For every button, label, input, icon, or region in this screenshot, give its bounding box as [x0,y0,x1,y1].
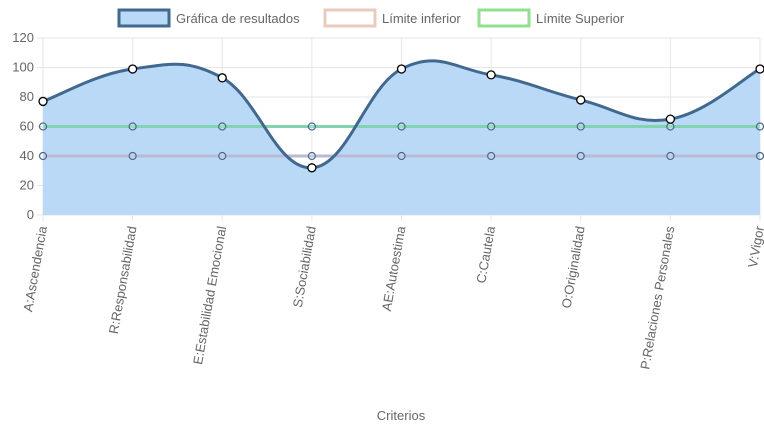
results-point [665,114,676,124]
results-point [576,95,586,105]
legend-label: Gráfica de resultados [176,11,300,26]
x-tick-label: C:Cautela [473,224,498,284]
legend-label: Límite inferior [382,11,461,26]
legend-lower-limit: Límite inferior [323,8,461,28]
results-point [127,64,138,74]
chart-legend: Gráfica de resultados Límite inferior Lími… [117,8,625,28]
y-tick-label: 80 [20,89,34,104]
y-tick-label: 0 [27,207,34,222]
results-line [42,59,761,170]
y-tick-label: 40 [20,148,34,163]
upper-limit-point [38,122,48,131]
results-area-fill [43,60,760,215]
x-tick-label: R:Responsabilidad [106,225,140,335]
upper-limit-point [755,122,764,131]
upper-limit-point [576,122,585,131]
lower-limit-point [487,151,496,161]
legend-swatch [477,8,531,28]
series-layer [38,59,764,215]
upper-limit-point [128,122,137,131]
x-tick-label: O:Originalidad [559,225,588,309]
x-axis: A:Ascendencia R:Responsabilidad E:Estabili… [20,224,764,370]
lower-limit-point [307,151,316,161]
x-tick-label: E:Estabilidad Emocional [190,225,229,366]
lower-limit-point [38,151,48,161]
upper-limit-point [307,122,316,131]
lower-limit-point [218,151,227,161]
legend-swatch [117,8,171,28]
y-axis: 0 20 40 60 80 100 120 [12,30,34,222]
x-tick-label: AE:Autoestima [379,224,409,312]
upper-limit-point [666,122,675,131]
results-point [307,163,317,173]
y-tick-label: 100 [12,60,34,75]
x-tick-label: P:Relaciones Personales [637,224,677,370]
x-tick-label: A:Ascendencia [20,224,50,313]
x-tick-label: S:Sociabilidad [290,225,319,309]
lower-limit-point [755,151,764,161]
lower-limit-point [397,151,406,161]
lower-limit-point [128,151,137,161]
results-point [396,64,407,74]
upper-limit-point [487,122,496,131]
x-tick-label: V:Vigor [745,224,764,269]
upper-limit-point [218,122,227,131]
upper-limit-point [397,122,406,131]
x-axis-title: Criterios [377,408,426,423]
y-tick-label: 20 [20,178,34,193]
legend-results: Gráfica de resultados [117,8,300,28]
results-point [217,73,227,83]
results-point [755,64,764,74]
legend-swatch [323,8,377,28]
lower-limit-point [576,151,585,161]
legend-label: Límite Superior [536,11,625,26]
lower-limit-point [666,151,675,161]
legend-upper-limit: Límite Superior [477,8,625,28]
results-point [486,70,496,80]
y-tick-label: 120 [12,30,34,45]
y-tick-label: 60 [20,119,34,134]
results-point [38,96,48,107]
